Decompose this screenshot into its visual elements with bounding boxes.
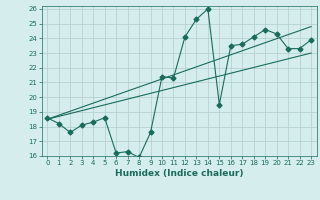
X-axis label: Humidex (Indice chaleur): Humidex (Indice chaleur) — [115, 169, 244, 178]
